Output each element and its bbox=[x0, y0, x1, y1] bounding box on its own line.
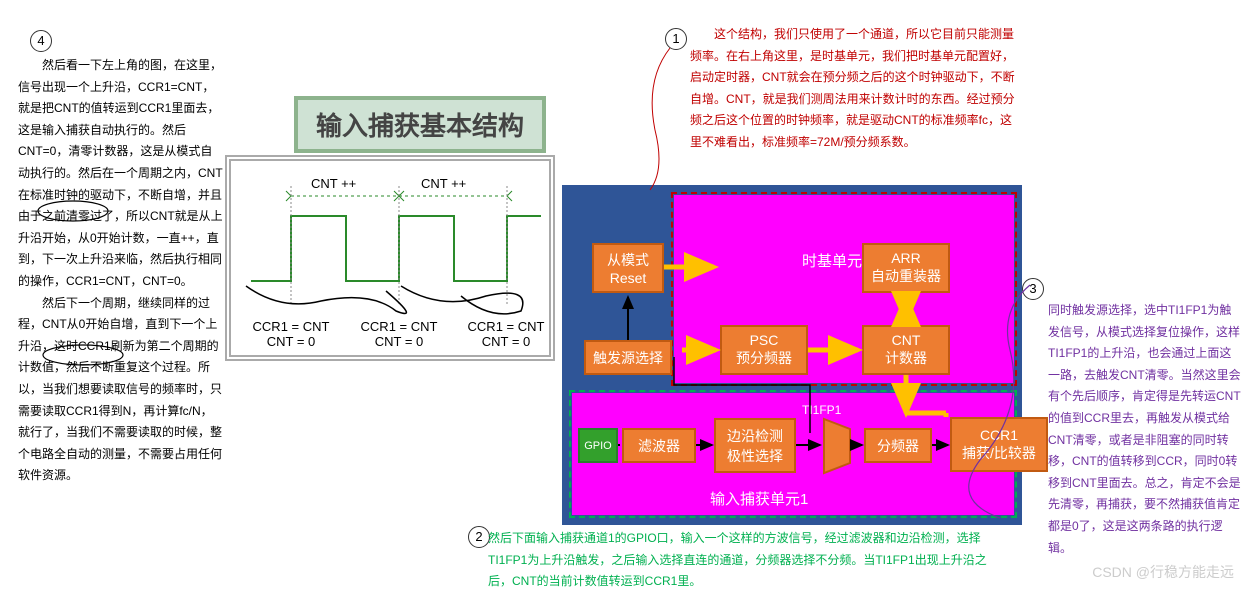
cntpp2: CNT ++ bbox=[421, 176, 466, 191]
watermark: CSDN @行稳方能走远 bbox=[1092, 562, 1234, 582]
text-2: 然后下面输入捕获通道1的GPIO口，输入一个这样的方波信号，经过滤波器和边沿检测… bbox=[488, 528, 1008, 593]
marker-4: 4 bbox=[30, 30, 52, 52]
scribble-4 bbox=[18, 55, 228, 535]
cntpp1: CNT ++ bbox=[311, 176, 356, 191]
scribble-1 bbox=[640, 40, 700, 200]
text-3: 同时触发源选择，选中TI1FP1为触发信号，从模式选择复位操作，这样TI1FP1… bbox=[1048, 300, 1243, 559]
marker-2: 2 bbox=[468, 526, 490, 548]
title: 输入捕获基本结构 bbox=[294, 96, 546, 153]
eq2: CCR1 = CNTCNT = 0 bbox=[349, 319, 449, 349]
eq1: CCR1 = CNTCNT = 0 bbox=[241, 319, 341, 349]
text-1: 这个结构，我们只使用了一个通道，所以它目前只能测量频率。在右上角这里，是时基单元… bbox=[690, 24, 1020, 154]
scribble-3 bbox=[940, 270, 1060, 530]
eq3: CCR1 = CNTCNT = 0 bbox=[456, 319, 556, 349]
waveform-box: CNT ++ CNT ++ CCR1 = CNTCNT = 0 CCR1 = C… bbox=[225, 155, 555, 361]
